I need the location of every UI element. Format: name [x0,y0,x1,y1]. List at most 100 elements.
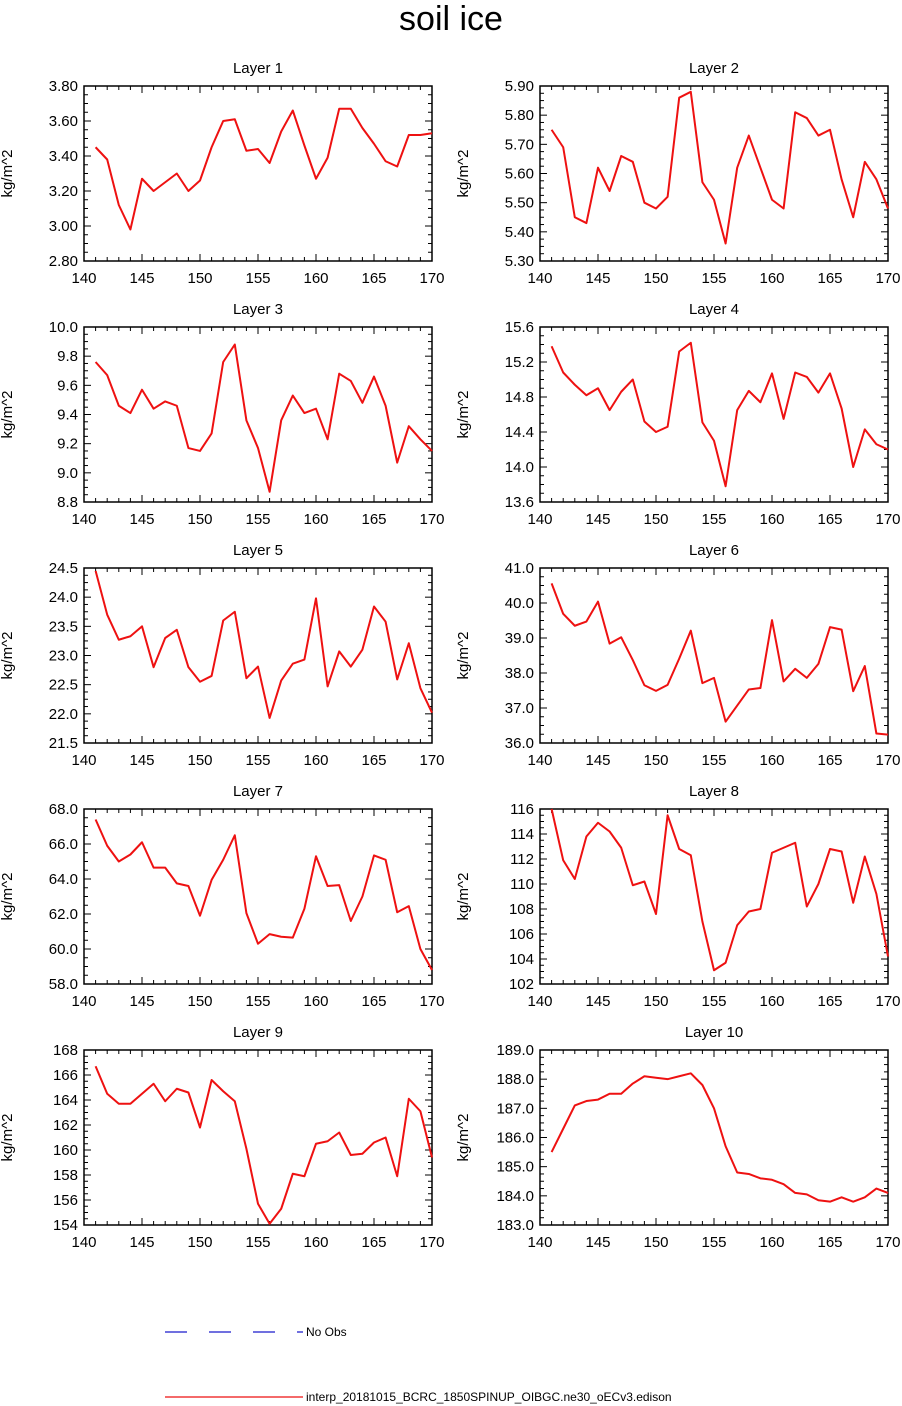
y-tick-label: 3.00 [49,218,78,235]
x-tick-label: 150 [643,511,668,528]
panel-title: Layer 3 [233,301,283,318]
x-tick-label: 160 [303,1234,328,1251]
x-tick-label: 140 [527,511,552,528]
y-axis-label: kg/m^2 [0,632,16,680]
y-tick-label: 62.0 [49,906,78,923]
x-tick-label: 155 [701,993,726,1010]
x-tick-label: 170 [875,752,900,769]
x-tick-label: 160 [759,752,784,769]
x-tick-label: 140 [527,1234,552,1251]
y-axis-label: kg/m^2 [455,632,472,680]
panel-layer-5: Layer 5 kg/m^2 140 145 150 155 160 165 170 21.5 22… [0,542,445,769]
x-tick-label: 165 [361,511,386,528]
series-line [94,1065,433,1225]
y-tick-label: 154 [53,1217,78,1234]
x-tick-label: 165 [817,270,842,287]
y-tick-label: 14.4 [505,424,534,441]
y-tick-label: 186.0 [496,1130,534,1147]
y-axis-label: kg/m^2 [455,391,472,439]
y-tick-label: 183.0 [496,1217,534,1234]
x-tick-label: 145 [129,1234,154,1251]
x-tick-label: 165 [817,1234,842,1251]
y-tick-label: 158 [53,1167,78,1184]
plot-frame [539,326,889,503]
panel-title: Layer 4 [689,301,739,318]
y-tick-label: 60.0 [49,941,78,958]
y-tick-label: 162 [53,1117,78,1134]
y-tick-label: 15.6 [505,319,534,336]
y-axis-label: kg/m^2 [0,873,16,921]
y-tick-label: 15.2 [505,354,534,371]
x-tick-label: 155 [701,752,726,769]
x-tick-label: 165 [361,993,386,1010]
x-tick-label: 160 [759,993,784,1010]
panel-title: Layer 7 [233,783,283,800]
x-tick-label: 140 [71,270,96,287]
panel-title: Layer 1 [233,60,283,77]
panel-layer-2: Layer 2 kg/m^2 140 145 150 155 160 165 170 5.30 5.… [455,60,901,287]
legend-no-obs-label: No Obs [306,1325,347,1339]
y-tick-label: 5.40 [505,224,534,241]
y-tick-label: 9.2 [57,436,78,453]
x-tick-label: 160 [759,270,784,287]
y-tick-label: 13.6 [505,494,534,511]
x-tick-label: 165 [361,270,386,287]
x-tick-label: 145 [129,993,154,1010]
x-tick-label: 155 [245,993,270,1010]
y-tick-label: 40.0 [505,595,534,612]
x-tick-label: 160 [303,270,328,287]
x-tick-label: 140 [71,511,96,528]
plot-frame [83,326,433,503]
x-tick-label: 170 [875,511,900,528]
y-tick-label: 10.0 [49,319,78,336]
plot-frame [539,808,889,985]
y-tick-label: 24.5 [49,560,78,577]
y-tick-label: 104 [509,951,534,968]
y-tick-label: 5.70 [505,136,534,153]
x-tick-label: 155 [701,1234,726,1251]
panel-title: Layer 5 [233,542,283,559]
x-tick-label: 160 [759,511,784,528]
y-tick-label: 5.90 [505,78,534,95]
y-tick-label: 14.8 [505,389,534,406]
y-tick-label: 14.0 [505,459,534,476]
y-tick-label: 185.0 [496,1159,534,1176]
y-tick-label: 5.50 [505,195,534,212]
panel-layer-7: Layer 7 kg/m^2 140 145 150 155 160 165 170 58.0 60… [0,783,445,1010]
x-tick-label: 155 [245,511,270,528]
y-axis-label: kg/m^2 [455,150,472,198]
panel-layer-3: Layer 3 kg/m^2 140 145 150 155 160 165 170 8.8 9.0… [0,301,445,528]
panel-layer-10: Layer 10 kg/m^2 140 145 150 155 160 165 170 183.0… [455,1024,901,1251]
panels: Layer 1 kg/m^2 140 145 150 155 160 165 170 2.80 3.… [0,60,901,1251]
y-tick-label: 9.6 [57,377,78,394]
plot-frame [83,85,433,262]
y-axis-label: kg/m^2 [0,391,16,439]
y-tick-label: 8.8 [57,494,78,511]
x-tick-label: 145 [585,752,610,769]
y-tick-label: 5.60 [505,166,534,183]
y-tick-label: 3.20 [49,183,78,200]
x-tick-label: 145 [129,752,154,769]
y-tick-label: 58.0 [49,976,78,993]
x-tick-label: 165 [817,511,842,528]
panel-title: Layer 9 [233,1024,283,1041]
y-tick-label: 188.0 [496,1071,534,1088]
x-tick-label: 160 [303,752,328,769]
y-tick-label: 5.80 [505,107,534,124]
y-tick-label: 22.5 [49,677,78,694]
y-tick-label: 39.0 [505,630,534,647]
x-tick-label: 140 [527,993,552,1010]
x-tick-label: 140 [527,270,552,287]
x-tick-label: 150 [643,270,668,287]
plot-frame [83,567,433,744]
y-tick-label: 23.0 [49,648,78,665]
x-tick-label: 170 [419,511,444,528]
legend: No Obs interp_20181015_BCRC_1850SPINUP_O… [165,1325,672,1404]
x-tick-label: 145 [585,270,610,287]
panel-layer-8: Layer 8 kg/m^2 140 145 150 155 160 165 170 102 104… [455,783,901,1010]
y-tick-label: 36.0 [505,735,534,752]
y-tick-label: 3.60 [49,113,78,130]
y-tick-label: 156 [53,1192,78,1209]
y-tick-label: 102 [509,976,534,993]
y-tick-label: 9.8 [57,348,78,365]
